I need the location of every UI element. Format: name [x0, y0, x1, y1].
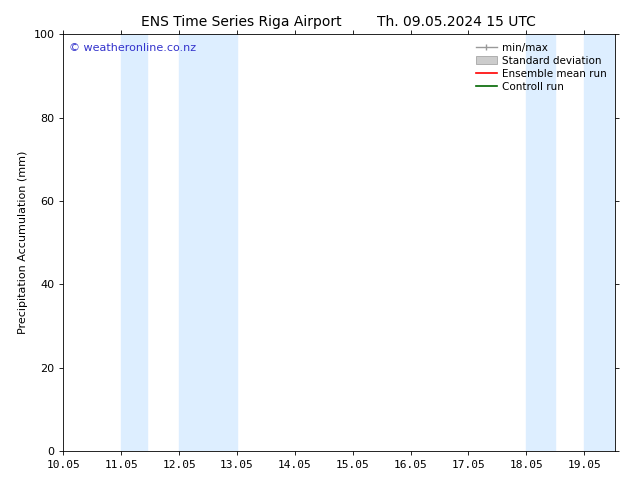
Y-axis label: Precipitation Accumulation (mm): Precipitation Accumulation (mm)	[18, 151, 28, 334]
Text: © weatheronline.co.nz: © weatheronline.co.nz	[69, 43, 196, 52]
Text: Th. 09.05.2024 15 UTC: Th. 09.05.2024 15 UTC	[377, 15, 536, 29]
Text: ENS Time Series Riga Airport: ENS Time Series Riga Airport	[141, 15, 341, 29]
Bar	[179, 34, 237, 451]
Bar	[526, 34, 555, 451]
Bar	[584, 34, 615, 451]
Bar	[121, 34, 147, 451]
Legend: min/max, Standard deviation, Ensemble mean run, Controll run: min/max, Standard deviation, Ensemble me…	[473, 40, 610, 95]
